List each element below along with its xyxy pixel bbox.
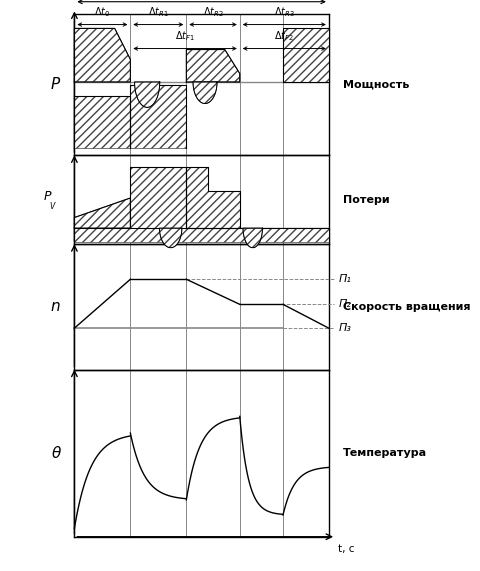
Text: П₁: П₁ [338,274,351,284]
Polygon shape [74,29,131,82]
Polygon shape [131,167,186,228]
Text: $\Delta t_{F2}$: $\Delta t_{F2}$ [274,29,294,43]
Polygon shape [186,50,240,82]
Text: n: n [50,299,60,315]
Text: $_V$: $_V$ [49,200,57,213]
Polygon shape [134,82,160,107]
Polygon shape [131,85,186,148]
Text: $P$: $P$ [43,190,53,203]
Text: $\Delta t_0$: $\Delta t_0$ [94,5,110,19]
Text: $\Delta t_{R1}$: $\Delta t_{R1}$ [148,5,169,19]
Text: $\Delta t_{F1}$: $\Delta t_{F1}$ [175,29,195,43]
Text: P: P [50,77,60,93]
Polygon shape [74,228,329,242]
Polygon shape [283,29,329,82]
Text: Температура: Температура [343,448,427,458]
Text: $\Delta t_{R2}$: $\Delta t_{R2}$ [203,5,223,19]
Text: Скорость вращения: Скорость вращения [343,302,471,312]
Polygon shape [74,198,131,228]
Polygon shape [193,82,217,103]
Text: П₂: П₂ [338,299,351,309]
Text: П₃: П₃ [338,323,351,333]
Polygon shape [243,228,263,248]
Text: t, c: t, c [338,544,355,554]
Polygon shape [159,228,182,248]
Text: Мощность: Мощность [343,80,409,90]
Text: $\theta$: $\theta$ [50,445,62,461]
Polygon shape [74,96,131,148]
Text: $\Delta t_{R3}$: $\Delta t_{R3}$ [274,5,295,19]
Text: Потери: Потери [343,195,390,205]
Polygon shape [186,167,240,228]
